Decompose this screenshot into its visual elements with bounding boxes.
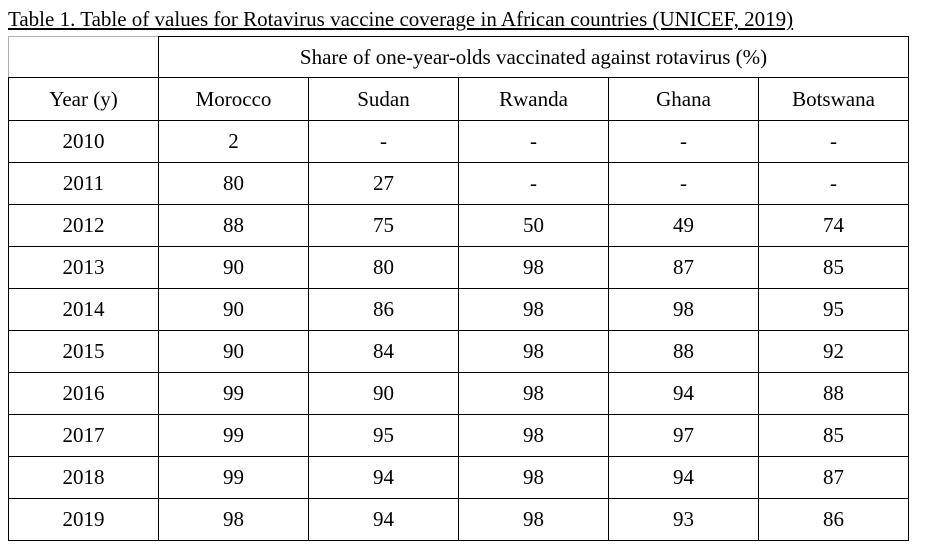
value-cell: 94: [608, 372, 759, 415]
value-cell: 94: [608, 456, 759, 499]
value-cell: 85: [757, 246, 910, 289]
column-header-botswana: Botswana: [757, 77, 910, 121]
table-row: 2012 88 75 50 49 74: [8, 204, 910, 247]
value-cell: 95: [757, 288, 910, 331]
value-cell: -: [458, 120, 609, 163]
table-row: 2011 80 27 - - -: [8, 162, 910, 205]
value-cell: 27: [308, 162, 459, 205]
value-cell: 97: [608, 414, 759, 457]
value-cell: 90: [158, 330, 309, 373]
value-cell: 98: [458, 246, 609, 289]
value-cell: 99: [158, 372, 309, 415]
value-cell: 94: [308, 498, 459, 541]
value-cell: 87: [608, 246, 759, 289]
column-header-row: Year (y) Morocco Sudan Rwanda Ghana Bots…: [8, 77, 910, 121]
table-row: 2017 99 95 98 97 85: [8, 414, 910, 457]
value-cell: 98: [458, 498, 609, 541]
value-cell: 98: [458, 372, 609, 415]
value-cell: 99: [158, 456, 309, 499]
value-cell: 90: [158, 246, 309, 289]
value-cell: -: [757, 120, 910, 163]
value-cell: 90: [308, 372, 459, 415]
value-cell: 88: [608, 330, 759, 373]
value-cell: 90: [158, 288, 309, 331]
table-row: 2010 2 - - - -: [8, 120, 910, 163]
value-cell: 80: [308, 246, 459, 289]
column-header-rwanda: Rwanda: [458, 77, 609, 121]
value-cell: 86: [308, 288, 459, 331]
value-cell: 80: [158, 162, 309, 205]
group-header-row: Share of one-year-olds vaccinated agains…: [8, 36, 910, 78]
year-cell: 2014: [8, 288, 159, 331]
table-row: 2016 99 90 98 94 88: [8, 372, 910, 415]
corner-cell: [8, 36, 159, 78]
value-cell: 85: [757, 414, 910, 457]
value-cell: 74: [757, 204, 910, 247]
table-row: 2015 90 84 98 88 92: [8, 330, 910, 373]
value-cell: 84: [308, 330, 459, 373]
value-cell: 98: [608, 288, 759, 331]
year-column-header: Year (y): [8, 77, 159, 121]
year-cell: 2019: [8, 498, 159, 541]
value-cell: 94: [308, 456, 459, 499]
value-cell: -: [308, 120, 459, 163]
value-cell: 98: [158, 498, 309, 541]
column-header-ghana: Ghana: [608, 77, 759, 121]
column-header-sudan: Sudan: [308, 77, 459, 121]
value-cell: 98: [458, 288, 609, 331]
table-caption: Table 1. Table of values for Rotavirus v…: [8, 7, 794, 31]
value-cell: 92: [757, 330, 910, 373]
value-cell: 99: [158, 414, 309, 457]
value-cell: 87: [757, 456, 910, 499]
value-cell: 93: [608, 498, 759, 541]
year-cell: 2016: [8, 372, 159, 415]
table-row: 2018 99 94 98 94 87: [8, 456, 910, 499]
value-cell: 98: [458, 330, 609, 373]
year-cell: 2013: [8, 246, 159, 289]
value-cell: -: [608, 120, 759, 163]
value-cell: 50: [458, 204, 609, 247]
year-cell: 2010: [8, 120, 159, 163]
table-row: 2013 90 80 98 87 85: [8, 246, 910, 289]
value-cell: -: [757, 162, 910, 205]
vaccine-coverage-table: Share of one-year-olds vaccinated agains…: [8, 36, 910, 541]
value-cell: 88: [158, 204, 309, 247]
value-cell: 75: [308, 204, 459, 247]
value-cell: 88: [757, 372, 910, 415]
table-row: 2019 98 94 98 93 86: [8, 498, 910, 541]
value-cell: 49: [608, 204, 759, 247]
value-cell: -: [458, 162, 609, 205]
year-cell: 2015: [8, 330, 159, 373]
value-cell: 2: [158, 120, 309, 163]
value-cell: 98: [458, 414, 609, 457]
group-header: Share of one-year-olds vaccinated agains…: [157, 36, 910, 78]
year-cell: 2018: [8, 456, 159, 499]
value-cell: 95: [308, 414, 459, 457]
value-cell: 86: [757, 498, 910, 541]
year-cell: 2017: [8, 414, 159, 457]
year-cell: 2011: [8, 162, 159, 205]
year-cell: 2012: [8, 204, 159, 247]
table-row: 2014 90 86 98 98 95: [8, 288, 910, 331]
value-cell: -: [608, 162, 759, 205]
value-cell: 98: [458, 456, 609, 499]
column-header-morocco: Morocco: [158, 77, 309, 121]
